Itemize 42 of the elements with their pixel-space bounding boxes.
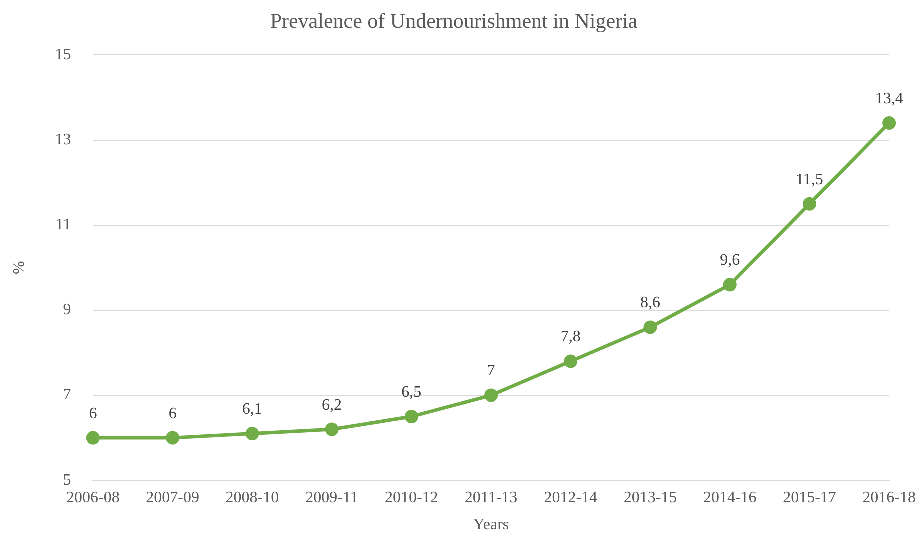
data-label: 8,6 [640, 294, 660, 312]
chart-title: Prevalence of Undernourishment in Nigeria [270, 9, 638, 34]
data-label: 11,5 [796, 171, 824, 188]
x-tick-label: 2013-15 [624, 489, 678, 506]
point [723, 278, 737, 292]
y-tick-label: 13 [55, 131, 72, 148]
point [166, 431, 180, 445]
y-axis-title: % [10, 261, 28, 275]
data-label: 6,2 [322, 396, 342, 414]
point [564, 354, 578, 368]
data-label: 13,4 [875, 90, 904, 108]
data-label: 6,1 [242, 401, 262, 418]
x-axis-title: Years [473, 516, 510, 534]
x-tick-label: 2008-10 [226, 489, 280, 506]
data-label: 7 [487, 362, 496, 380]
x-tick-label: 2011-13 [464, 489, 518, 506]
y-tick-label: 9 [63, 302, 72, 319]
point [484, 388, 498, 402]
data-label: 6 [168, 405, 177, 422]
x-tick-label: 2012-14 [544, 489, 598, 506]
point [802, 197, 816, 211]
point [325, 422, 339, 436]
y-tick-label: 11 [56, 216, 72, 234]
y-tick-label: 7 [63, 386, 72, 404]
data-label: 6,5 [402, 384, 422, 401]
x-tick-label: 2006-08 [66, 489, 120, 506]
x-tick-label: 2007-09 [146, 489, 200, 506]
x-tick-label: 2016-18 [862, 489, 916, 506]
point [404, 410, 418, 424]
x-tick-label: 2010-12 [384, 489, 438, 506]
y-tick-label: 15 [55, 46, 72, 64]
x-tick-label: 2014-16 [703, 489, 757, 506]
data-label: 7,8 [560, 328, 581, 346]
point [644, 320, 658, 334]
data-label: 6 [89, 405, 98, 422]
point [882, 116, 896, 130]
x-tick-label: 2015-17 [783, 489, 836, 506]
data-label: 9,6 [720, 252, 740, 270]
point [86, 431, 100, 445]
x-tick-label: 2009-11 [306, 489, 358, 506]
y-tick-label: 5 [63, 472, 72, 489]
point [246, 427, 260, 441]
